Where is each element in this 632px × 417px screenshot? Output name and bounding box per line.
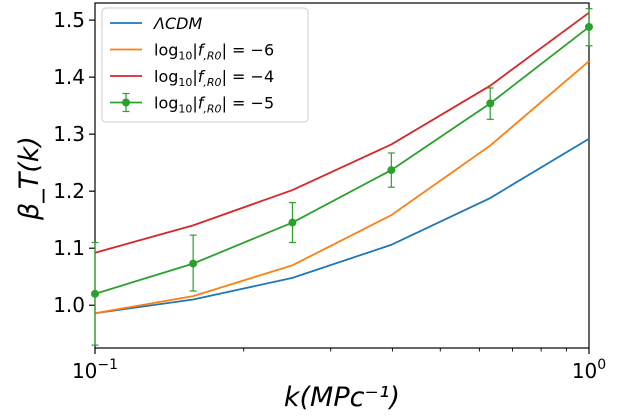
series-line — [94, 11, 590, 254]
series-line — [94, 60, 590, 315]
x-axis-label: k(MPc⁻¹) — [284, 382, 400, 413]
legend-label: log10|f,R0| = −5 — [154, 94, 274, 116]
y-tick-label: 1.5 — [53, 8, 85, 32]
y-tick-label: 1.2 — [53, 179, 85, 203]
data-point — [288, 218, 297, 227]
legend-marker — [122, 98, 130, 107]
data-point — [387, 166, 396, 175]
data-point — [91, 289, 99, 298]
y-tick-label: 1.3 — [53, 122, 85, 146]
series-layer — [91, 8, 593, 346]
legend-label: log10|f,R0| = −6 — [154, 41, 274, 63]
y-tick-label: 1.0 — [53, 293, 85, 317]
data-point — [486, 99, 495, 108]
data-point — [585, 22, 593, 31]
series-line — [94, 26, 590, 295]
legend-label: log10|f,R0| = −4 — [154, 67, 274, 89]
y-tick-label: 1.4 — [53, 65, 85, 89]
y-tick-label: 1.1 — [53, 236, 85, 260]
legend: ΛCDM log10|f,R0| = −6 log10|f,R0| = −4 log1… — [101, 7, 309, 123]
x-tick-label: 10−1 — [72, 357, 118, 383]
data-point — [189, 259, 198, 268]
series-line — [94, 137, 590, 315]
x-tick-label: 100 — [572, 357, 606, 383]
y-axis-label: β_T(k) — [14, 136, 45, 221]
legend-label: ΛCDM — [152, 14, 202, 33]
legend-box — [101, 7, 309, 123]
